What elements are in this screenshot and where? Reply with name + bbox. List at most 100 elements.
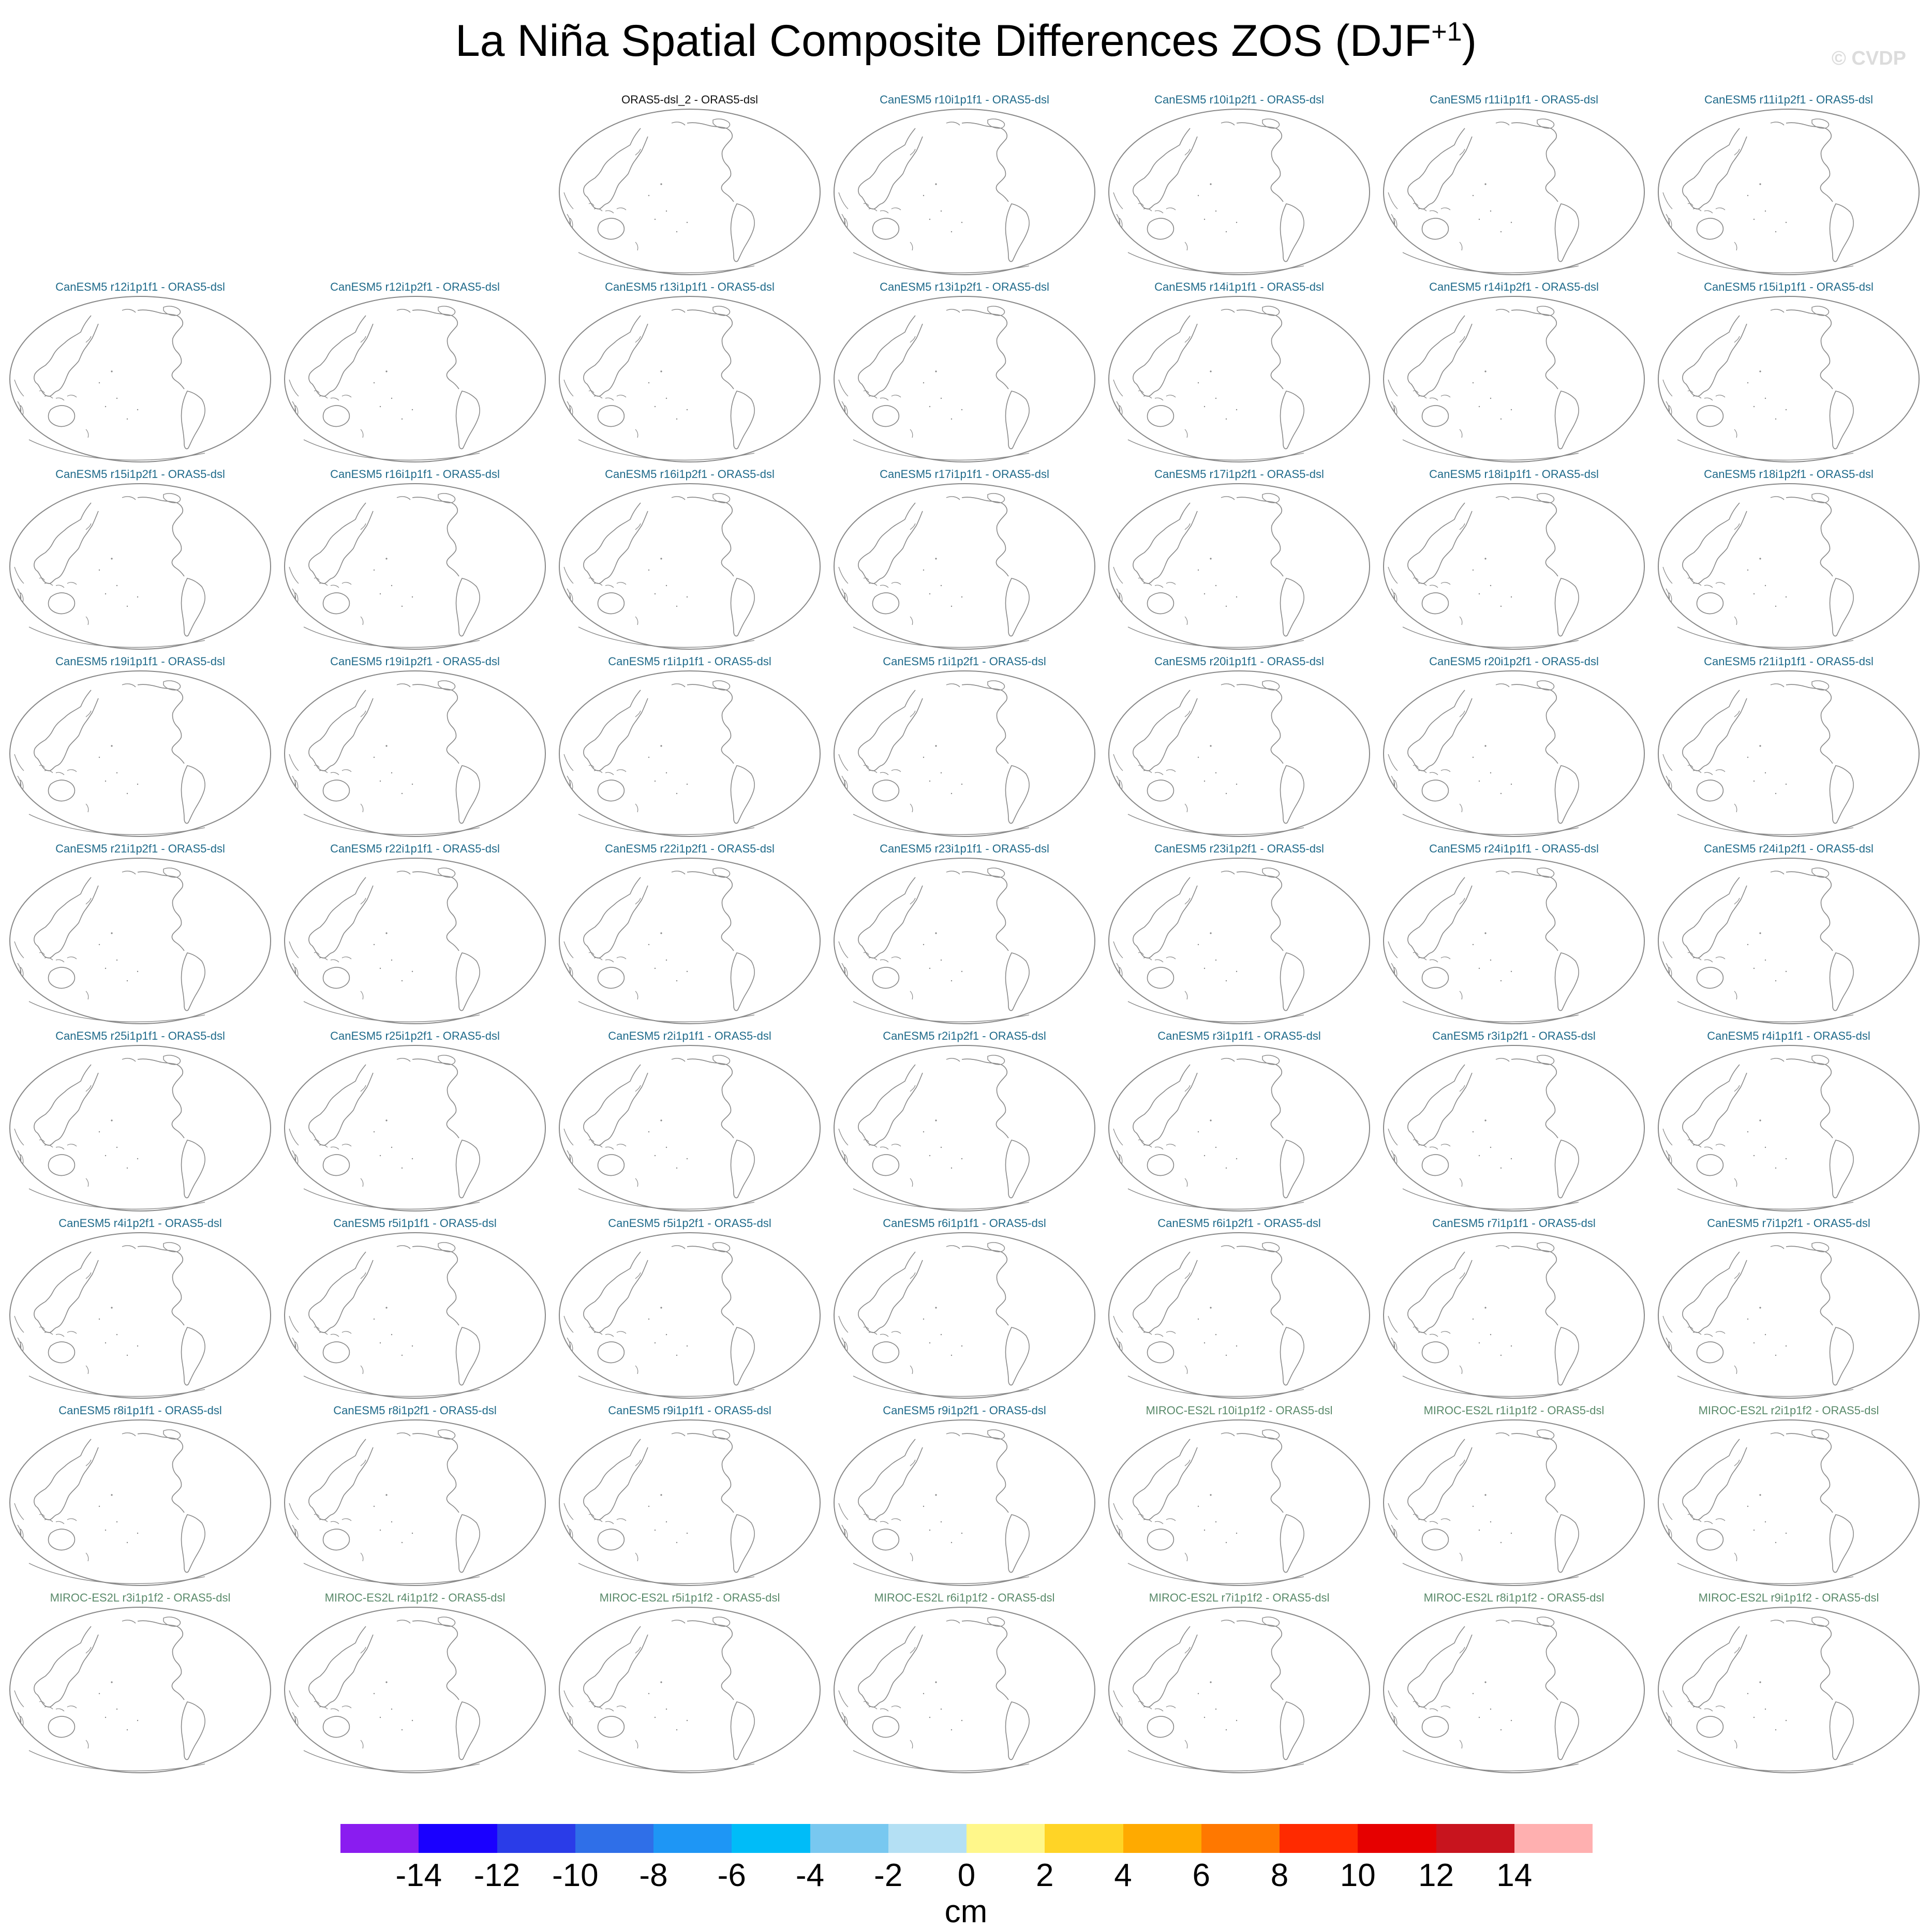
world-map <box>834 483 1095 650</box>
map-panel: CanESM5 r25i1p2f1 - ORAS5-dsl <box>278 1029 552 1216</box>
map-panel: CanESM5 r15i1p1f1 - ORAS5-dsl <box>1652 280 1926 467</box>
map-panel: MIROC-ES2L r6i1p1f2 - ORAS5-dsl <box>827 1591 1102 1777</box>
panel-title: CanESM5 r13i1p1f1 - ORAS5-dsl <box>605 280 775 293</box>
map-panel: CanESM5 r22i1p2f1 - ORAS5-dsl <box>553 842 827 1028</box>
panel-title: MIROC-ES2L r7i1p1f2 - ORAS5-dsl <box>1149 1591 1330 1604</box>
world-map <box>284 296 546 462</box>
panel-title: CanESM5 r15i1p1f1 - ORAS5-dsl <box>1704 280 1874 293</box>
panel-title: ORAS5-dsl_2 - ORAS5-dsl <box>621 93 759 106</box>
map-panel: CanESM5 r3i1p1f1 - ORAS5-dsl <box>1102 1029 1376 1216</box>
world-map <box>1108 296 1370 462</box>
map-panel: CanESM5 r10i1p1f1 - ORAS5-dsl <box>827 93 1102 279</box>
world-map <box>1108 858 1370 1024</box>
map-panel: CanESM5 r23i1p2f1 - ORAS5-dsl <box>1102 842 1376 1028</box>
panel-title: CanESM5 r24i1p2f1 - ORAS5-dsl <box>1704 842 1874 855</box>
map-panel: CanESM5 r2i1p1f1 - ORAS5-dsl <box>553 1029 827 1216</box>
panel-title: CanESM5 r18i1p2f1 - ORAS5-dsl <box>1704 468 1874 481</box>
colorbar-tick-label: 0 <box>957 1858 976 1893</box>
colorbar-tick-label: -2 <box>874 1858 903 1893</box>
panel-title: CanESM5 r11i1p1f1 - ORAS5-dsl <box>1429 93 1599 106</box>
panel-title: CanESM5 r2i1p2f1 - ORAS5-dsl <box>883 1029 1046 1042</box>
world-map <box>9 1607 271 1773</box>
map-panel: CanESM5 r24i1p2f1 - ORAS5-dsl <box>1652 842 1926 1028</box>
map-panel: CanESM5 r9i1p2f1 - ORAS5-dsl <box>827 1404 1102 1590</box>
panel-title: CanESM5 r7i1p1f1 - ORAS5-dsl <box>1432 1217 1596 1230</box>
map-panel: CanESM5 r18i1p2f1 - ORAS5-dsl <box>1652 468 1926 654</box>
panel-title: CanESM5 r23i1p2f1 - ORAS5-dsl <box>1154 842 1324 855</box>
panel-title: CanESM5 r22i1p1f1 - ORAS5-dsl <box>330 842 500 855</box>
world-map <box>1383 483 1645 650</box>
world-map <box>284 1607 546 1773</box>
map-panel: CanESM5 r24i1p1f1 - ORAS5-dsl <box>1377 842 1651 1028</box>
panel-title: CanESM5 r3i1p1f1 - ORAS5-dsl <box>1157 1029 1321 1042</box>
panel-title: CanESM5 r9i1p1f1 - ORAS5-dsl <box>608 1404 771 1417</box>
panel-title: CanESM5 r21i1p2f1 - ORAS5-dsl <box>55 842 225 855</box>
colorbar-box <box>575 1824 653 1853</box>
panel-title: CanESM5 r11i1p2f1 - ORAS5-dsl <box>1704 93 1874 106</box>
colorbar-units: cm <box>944 1894 988 1929</box>
map-panel: CanESM5 r10i1p2f1 - ORAS5-dsl <box>1102 93 1376 279</box>
map-panel: CanESM5 r15i1p2f1 - ORAS5-dsl <box>3 468 277 654</box>
map-panel: CanESM5 r5i1p2f1 - ORAS5-dsl <box>553 1217 827 1403</box>
world-map <box>9 1045 271 1211</box>
panel-title: CanESM5 r16i1p2f1 - ORAS5-dsl <box>605 468 775 481</box>
world-map <box>284 1232 546 1399</box>
colorbar-tick-label: -6 <box>717 1858 746 1893</box>
map-panel: CanESM5 r16i1p2f1 - ORAS5-dsl <box>553 468 827 654</box>
map-panel: CanESM5 r22i1p1f1 - ORAS5-dsl <box>278 842 552 1028</box>
map-panel: CanESM5 r18i1p1f1 - ORAS5-dsl <box>1377 468 1651 654</box>
map-panel: ORAS5-dsl_2 - ORAS5-dsl <box>553 93 827 279</box>
map-panel: CanESM5 r4i1p1f1 - ORAS5-dsl <box>1652 1029 1926 1216</box>
panel-title: CanESM5 r13i1p2f1 - ORAS5-dsl <box>880 280 1049 293</box>
colorbar-tick-label: -14 <box>395 1858 442 1893</box>
map-panel: CanESM5 r4i1p2f1 - ORAS5-dsl <box>3 1217 277 1403</box>
panel-title: CanESM5 r25i1p1f1 - ORAS5-dsl <box>55 1029 225 1042</box>
map-panel: MIROC-ES2L r3i1p1f2 - ORAS5-dsl <box>3 1591 277 1777</box>
map-panel: CanESM5 r5i1p1f1 - ORAS5-dsl <box>278 1217 552 1403</box>
map-panel: CanESM5 r17i1p1f1 - ORAS5-dsl <box>827 468 1102 654</box>
panel-title: MIROC-ES2L r8i1p1f2 - ORAS5-dsl <box>1423 1591 1604 1604</box>
panel-title: CanESM5 r19i1p1f1 - ORAS5-dsl <box>55 655 225 668</box>
panel-title: CanESM5 r19i1p2f1 - ORAS5-dsl <box>330 655 500 668</box>
panel-title: CanESM5 r14i1p2f1 - ORAS5-dsl <box>1429 280 1599 293</box>
world-map <box>834 670 1095 837</box>
colorbar-box <box>810 1824 888 1853</box>
world-map <box>1383 670 1645 837</box>
colorbar-box <box>1280 1824 1358 1853</box>
world-map <box>834 296 1095 462</box>
world-map <box>1658 296 1920 462</box>
world-map <box>1383 1607 1645 1773</box>
title-superscript: +1 <box>1431 17 1462 47</box>
map-panel: CanESM5 r9i1p1f1 - ORAS5-dsl <box>553 1404 827 1590</box>
map-panel: CanESM5 r1i1p2f1 - ORAS5-dsl <box>827 655 1102 841</box>
map-panel: MIROC-ES2L r9i1p1f2 - ORAS5-dsl <box>1652 1591 1926 1777</box>
title-close: ) <box>1462 16 1477 66</box>
world-map <box>1658 670 1920 837</box>
world-map <box>1658 109 1920 275</box>
world-map <box>1383 858 1645 1024</box>
map-panel: CanESM5 r2i1p2f1 - ORAS5-dsl <box>827 1029 1102 1216</box>
world-map <box>284 483 546 650</box>
title-main: La Niña Spatial Composite Differences ZO… <box>455 16 1432 66</box>
world-map <box>1108 670 1370 837</box>
panel-title: CanESM5 r25i1p2f1 - ORAS5-dsl <box>330 1029 500 1042</box>
map-panel: CanESM5 r1i1p1f1 - ORAS5-dsl <box>553 655 827 841</box>
world-map <box>559 858 821 1024</box>
world-map <box>1108 483 1370 650</box>
map-panel: MIROC-ES2L r4i1p1f2 - ORAS5-dsl <box>278 1591 552 1777</box>
colorbar-tick-label: 12 <box>1418 1858 1454 1893</box>
map-panel: CanESM5 r11i1p2f1 - ORAS5-dsl <box>1652 93 1926 279</box>
panel-title: MIROC-ES2L r6i1p1f2 - ORAS5-dsl <box>874 1591 1055 1604</box>
colorbar-tick-label: 6 <box>1192 1858 1210 1893</box>
world-map <box>1108 109 1370 275</box>
world-map <box>1108 1045 1370 1211</box>
figure-title: La Niña Spatial Composite Differences ZO… <box>0 16 1932 67</box>
map-panel: CanESM5 r13i1p2f1 - ORAS5-dsl <box>827 280 1102 467</box>
panel-title: CanESM5 r17i1p2f1 - ORAS5-dsl <box>1154 468 1324 481</box>
colorbar-tick-label: -12 <box>473 1858 521 1893</box>
panel-title: CanESM5 r4i1p1f1 - ORAS5-dsl <box>1707 1029 1870 1042</box>
world-map <box>9 670 271 837</box>
map-panel: CanESM5 r12i1p1f1 - ORAS5-dsl <box>3 280 277 467</box>
panel-title: CanESM5 r12i1p1f1 - ORAS5-dsl <box>55 280 225 293</box>
world-map <box>284 1045 546 1211</box>
